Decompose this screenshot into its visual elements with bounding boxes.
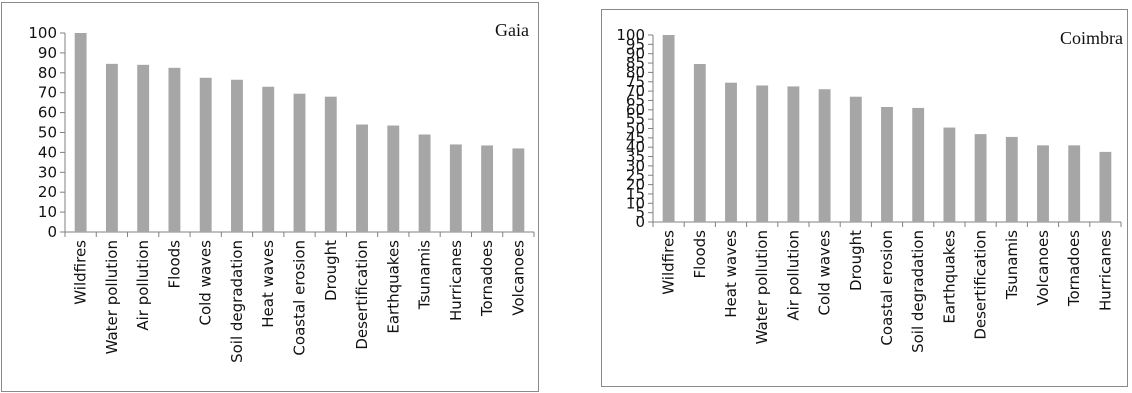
bar [356,124,368,232]
bar [1068,145,1081,222]
y-tick-label: 40 [38,143,57,161]
bar [693,63,706,222]
y-tick-label: 10 [38,203,57,221]
y-tick-label: 25 [626,166,645,184]
x-category-label: Volcanoes [1034,230,1052,306]
bar [137,64,150,232]
bar [199,77,212,233]
x-category-label: Floods [165,240,183,289]
y-tick-label: 30 [38,163,57,181]
bar [943,127,956,222]
y-tick-label: 0 [47,223,57,241]
bar [231,79,243,232]
bar [818,89,831,222]
y-tick-label: 10 [626,194,645,212]
bar [324,96,337,233]
chart-title: Gaia [495,20,529,40]
bar [881,106,893,222]
x-category-label: Air pollution [134,240,152,331]
bar [481,145,494,232]
x-category-label: Water pollution [103,240,121,354]
x-category-label: Volcanoes [509,240,527,316]
y-tick-label: 40 [626,138,645,156]
x-category-label: Hurricanes [447,240,465,321]
x-category-label: Coastal erosion [291,240,309,356]
y-tick-label: 95 [626,35,645,53]
y-tick-label: 70 [38,84,57,102]
y-tick-label: 15 [626,185,645,203]
y-tick-label: 50 [38,124,57,142]
bar [974,134,987,222]
x-category-label: Earthquakes [384,240,402,334]
x-category-label: Soil degradation [228,240,246,363]
x-category-label: Soil degradation [909,230,927,353]
x-category-label: Heat waves [722,230,740,318]
y-tick-label: 90 [38,44,57,62]
bar [1037,145,1049,222]
y-tick-label: 5 [635,204,645,222]
x-category-label: Drought [847,230,865,291]
y-tick-label: 50 [626,120,645,138]
bar [662,35,675,222]
y-tick-label: 55 [626,110,645,128]
bar [787,86,800,222]
x-category-label: Tornadoes [478,240,496,317]
bar [849,96,862,222]
y-tick-label: 60 [626,101,645,119]
y-tick-label: 45 [626,129,645,147]
bar-chart-coimbra: Coimbra 051015202530354045505560657075808… [616,26,1123,353]
x-category-label: Desertification [972,230,990,340]
chart-title: Coimbra [1060,28,1123,48]
x-category-label: Wildfires [72,240,90,305]
chart-panel-coimbra: Coimbra 0 5 10 15 20 25 30 35 40 45 50 55 60 65 70 75 80 8… [601,9,1128,387]
y-tick-label: 65 [626,91,645,109]
x-category-label: Wildfires [660,230,678,295]
bar [418,134,431,232]
bar [512,148,525,232]
bar [1099,151,1112,222]
x-category-label: Coastal erosion [878,230,896,346]
x-category-label: Hurricanes [1096,230,1114,311]
x-category-label: Tsunamis [1003,230,1021,300]
y-tick-label: 30 [626,157,645,175]
y-tick-label: 100 [616,26,645,44]
x-category-label: Drought [322,240,340,301]
x-category-label: Air pollution [784,230,802,321]
x-category-label: Tsunamis [416,240,434,310]
y-tick-label: 60 [38,104,57,122]
x-category-label: Cold waves [816,230,834,316]
y-tick-label: 75 [626,73,645,91]
x-category-label: Cold waves [197,240,215,326]
x-category-label: Tornadoes [1065,230,1083,307]
y-tick-label: 90 [626,45,645,63]
bar [293,93,306,232]
x-category-label: Earthquakes [940,230,958,324]
bar [725,82,737,222]
bar [168,67,181,232]
y-tick-label: 100 [28,24,57,42]
y-tick-label: 0 [635,213,645,231]
y-tick-label: 85 [626,54,645,72]
bar [262,86,275,232]
bar [387,125,400,232]
y-tick-label: 20 [626,176,645,194]
bar [756,85,769,223]
bar [105,63,118,232]
y-tick-label: 80 [38,64,57,82]
y-tick-label: 20 [38,183,57,201]
x-category-label: Desertification [353,240,371,350]
bar [74,33,87,232]
chart-panel-gaia: Gaia 0 10 20 30 40 50 60 70 80 90 100 Wildfires Water… [1,2,539,392]
x-category-label: Floods [691,230,709,279]
bar [912,107,925,222]
y-tick-label: 70 [626,82,645,100]
y-tick-label: 80 [626,63,645,81]
x-category-label: Heat waves [259,240,277,328]
y-tick-label: 35 [626,148,645,166]
x-category-label: Water pollution [753,230,771,344]
bar [449,144,462,232]
bar [1005,136,1018,222]
